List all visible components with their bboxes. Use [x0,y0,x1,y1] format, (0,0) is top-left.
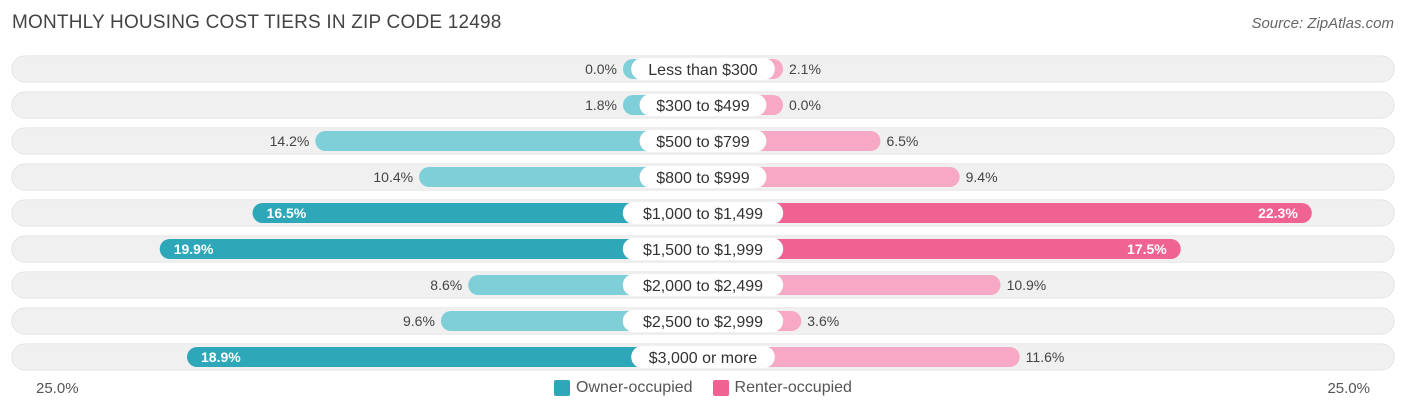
category-label: Less than $300 [648,62,758,79]
category-label: $1,000 to $1,499 [643,206,763,223]
category-pill [639,166,767,188]
axis-right-label: 25.0% [1327,380,1370,397]
renter-value-label: 11.6% [1026,349,1065,365]
legend-owner: Owner-occupied [554,379,693,397]
category-pill [639,130,767,152]
owner-value-label: 1.8% [585,97,617,113]
category-label: $2,000 to $2,499 [643,278,763,295]
owner-value-label: 0.0% [585,61,617,77]
owner-value-label: 16.5% [267,205,307,221]
category-pill [639,94,767,116]
renter-value-label: 3.6% [807,313,839,329]
owner-value-label: 8.6% [430,277,462,293]
owner-value-label: 10.4% [373,169,413,185]
renter-bar [703,167,960,187]
owner-bar [252,203,704,223]
category-pill [631,58,775,80]
legend: Owner-occupied Renter-occupied [0,379,1406,397]
renter-bar [703,239,1181,259]
renter-value-label: 17.5% [1127,241,1167,257]
renter-value-label: 2.1% [789,61,821,77]
renter-bar [703,347,1020,367]
owner-value-label: 19.9% [174,241,214,257]
owner-bar [187,347,703,367]
category-pill [622,274,784,296]
category-label: $800 to $999 [656,170,750,187]
owner-value-label: 14.2% [270,133,310,149]
source-label: Source: ZipAtlas.com [1251,15,1394,32]
category-pill [622,202,784,224]
category-label: $3,000 or more [649,350,758,367]
renter-value-label: 22.3% [1258,205,1298,221]
category-label: $1,500 to $1,999 [643,242,763,259]
owner-bar [315,131,703,151]
chart-plot: 0.0% 2.1% Less than $300 1.8% 0.0% $300 to $4… [11,55,1395,371]
renter-value-label: 10.9% [1007,277,1047,293]
renter-value-label: 6.5% [886,133,918,149]
renter-value-label: 0.0% [789,97,821,113]
axis-left-label: 25.0% [36,380,79,397]
renter-bar [703,203,1312,223]
category-pill [631,346,775,368]
category-label: $2,500 to $2,999 [643,314,763,331]
category-label: $500 to $799 [656,134,750,151]
legend-renter-swatch [712,380,729,396]
owner-bar [419,167,703,187]
renter-value-label: 9.4% [966,169,998,185]
category-label: $300 to $499 [656,98,750,115]
category-pill [622,238,784,260]
legend-owner-swatch [554,380,571,396]
legend-renter-label: Renter-occupied [734,379,852,396]
owner-bar [159,239,704,259]
chart-title: MONTHLY HOUSING COST TIERS IN ZIP CODE 1… [12,12,502,33]
owner-value-label: 9.6% [403,313,435,329]
owner-value-label: 18.9% [201,349,241,365]
legend-renter: Renter-occupied [712,379,852,397]
legend-owner-label: Owner-occupied [576,379,693,396]
category-pill [622,310,784,332]
